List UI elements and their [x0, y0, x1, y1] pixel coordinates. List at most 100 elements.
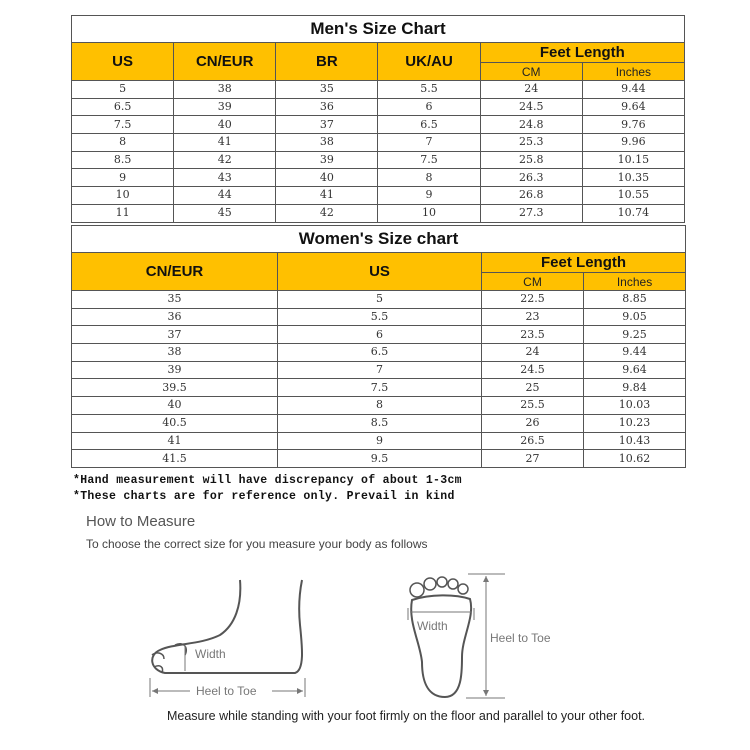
mens-table-title: Men's Size Chart — [71, 15, 685, 43]
table-cell: 36 — [275, 97, 379, 117]
table-cell: 26.5 — [481, 431, 584, 451]
table-cell: 5.5 — [377, 80, 481, 99]
table-cell: 10.62 — [582, 449, 687, 468]
table-cell: 25.8 — [479, 150, 583, 170]
table-cell: 22.5 — [481, 290, 584, 309]
table-row: 41 9 26.5 10.43 — [71, 431, 687, 451]
heel-to-toe-label: Heel to Toe — [490, 631, 551, 645]
table-cell: 24.5 — [481, 360, 584, 380]
table-cell: 24.8 — [479, 115, 583, 135]
table-cell: 6 — [377, 97, 481, 117]
mens-size-table: Men's Size Chart US CN/EUR BR UK/AU Feet… — [70, 15, 686, 223]
table-cell: 9 — [377, 186, 481, 205]
table-cell: 9.05 — [582, 307, 687, 327]
table-cell: 42 — [275, 203, 379, 223]
table-cell: 10.74 — [581, 203, 686, 223]
table-row: 10 44 41 9 26.8 10.55 — [70, 186, 686, 205]
table-cell: 9.44 — [582, 343, 687, 362]
table-cell: 7.5 — [377, 150, 481, 170]
table-cell: 26.3 — [479, 168, 583, 188]
col-feet-length: Feet Length — [479, 42, 686, 63]
table-cell: 10.43 — [582, 431, 687, 451]
table-cell: 40.5 — [71, 413, 278, 433]
table-cell: 40 — [173, 115, 277, 135]
table-cell: 5 — [70, 80, 175, 99]
col-cm: CM — [481, 272, 584, 291]
table-cell: 25.3 — [479, 133, 583, 152]
col-uk-au: UK/AU — [377, 42, 481, 81]
table-cell: 10.15 — [581, 150, 686, 170]
table-cell: 43 — [173, 168, 277, 188]
table-cell: 6.5 — [277, 343, 482, 362]
table-cell: 24.5 — [479, 97, 583, 117]
table-cell: 27.3 — [479, 203, 583, 223]
table-cell: 10 — [70, 186, 175, 205]
table-cell: 23.5 — [481, 325, 584, 345]
table-cell: 35 — [275, 80, 379, 99]
table-cell: 26.8 — [479, 186, 583, 205]
col-cn-eur: CN/EUR — [173, 42, 277, 81]
table-cell: 23 — [481, 307, 584, 327]
table-cell: 7 — [277, 360, 482, 380]
table-row: 35 5 22.5 8.85 — [71, 290, 687, 309]
table-cell: 5.5 — [277, 307, 482, 327]
table-cell: 8.5 — [70, 150, 175, 170]
table-cell: 38 — [173, 80, 277, 99]
table-cell: 6.5 — [70, 97, 175, 117]
col-inches: Inches — [581, 62, 686, 81]
table-row: 36 5.5 23 9.05 — [71, 307, 687, 327]
table-row: 39.5 7.5 25 9.84 — [71, 378, 687, 398]
table-cell: 45 — [173, 203, 277, 223]
table-cell: 25 — [481, 378, 584, 398]
table-cell: 8 — [277, 396, 482, 415]
table-cell: 37 — [275, 115, 379, 135]
table-cell: 7 — [377, 133, 481, 152]
table-cell: 41 — [173, 133, 277, 152]
table-cell: 26 — [481, 413, 584, 433]
sole-foot-illustration: Width Heel to Toe — [407, 573, 551, 699]
table-cell: 9.64 — [582, 360, 687, 380]
note-measurement: *Hand measurement will have discrepancy … — [73, 474, 462, 487]
table-cell: 11 — [70, 203, 175, 223]
table-cell: 9.84 — [582, 378, 687, 398]
table-cell: 9.64 — [581, 97, 686, 117]
table-cell: 41.5 — [71, 449, 278, 468]
table-cell: 9.76 — [581, 115, 686, 135]
how-to-measure-title: How to Measure — [86, 513, 196, 530]
table-row: 9 43 40 8 26.3 10.35 — [70, 168, 686, 188]
table-cell: 9.96 — [581, 133, 686, 152]
table-cell: 7.5 — [277, 378, 482, 398]
table-cell: 6.5 — [377, 115, 481, 135]
table-cell: 8 — [70, 133, 175, 152]
table-cell: 5 — [277, 290, 482, 309]
table-cell: 36 — [71, 307, 278, 327]
table-cell: 38 — [71, 343, 278, 362]
table-cell: 8 — [377, 168, 481, 188]
table-cell: 40 — [275, 168, 379, 188]
table-cell: 9 — [277, 431, 482, 451]
table-row: 37 6 23.5 9.25 — [71, 325, 687, 345]
table-cell: 10.35 — [581, 168, 686, 188]
table-row: 38 6.5 24 9.44 — [71, 343, 687, 362]
table-cell: 39 — [275, 150, 379, 170]
table-cell: 37 — [71, 325, 278, 345]
table-row: 39 7 24.5 9.64 — [71, 360, 687, 380]
table-row: 40.5 8.5 26 10.23 — [71, 413, 687, 433]
table-row: 40 8 25.5 10.03 — [71, 396, 687, 415]
table-row: 8.5 42 39 7.5 25.8 10.15 — [70, 150, 686, 170]
table-cell: 7.5 — [70, 115, 175, 135]
col-br: BR — [275, 42, 379, 81]
table-cell: 39 — [71, 360, 278, 380]
table-cell: 8.85 — [582, 290, 687, 309]
table-cell: 10 — [377, 203, 481, 223]
table-row: 41.5 9.5 27 10.62 — [71, 449, 687, 468]
table-row: 11 45 42 10 27.3 10.74 — [70, 203, 686, 223]
col-us: US — [277, 252, 482, 291]
table-cell: 8.5 — [277, 413, 482, 433]
side-foot-illustration: Width Heel to Toe — [149, 579, 306, 698]
col-us: US — [70, 42, 175, 81]
table-cell: 10.23 — [582, 413, 687, 433]
womens-table-title: Women's Size chart — [70, 225, 687, 253]
table-cell: 42 — [173, 150, 277, 170]
table-cell: 10.55 — [581, 186, 686, 205]
